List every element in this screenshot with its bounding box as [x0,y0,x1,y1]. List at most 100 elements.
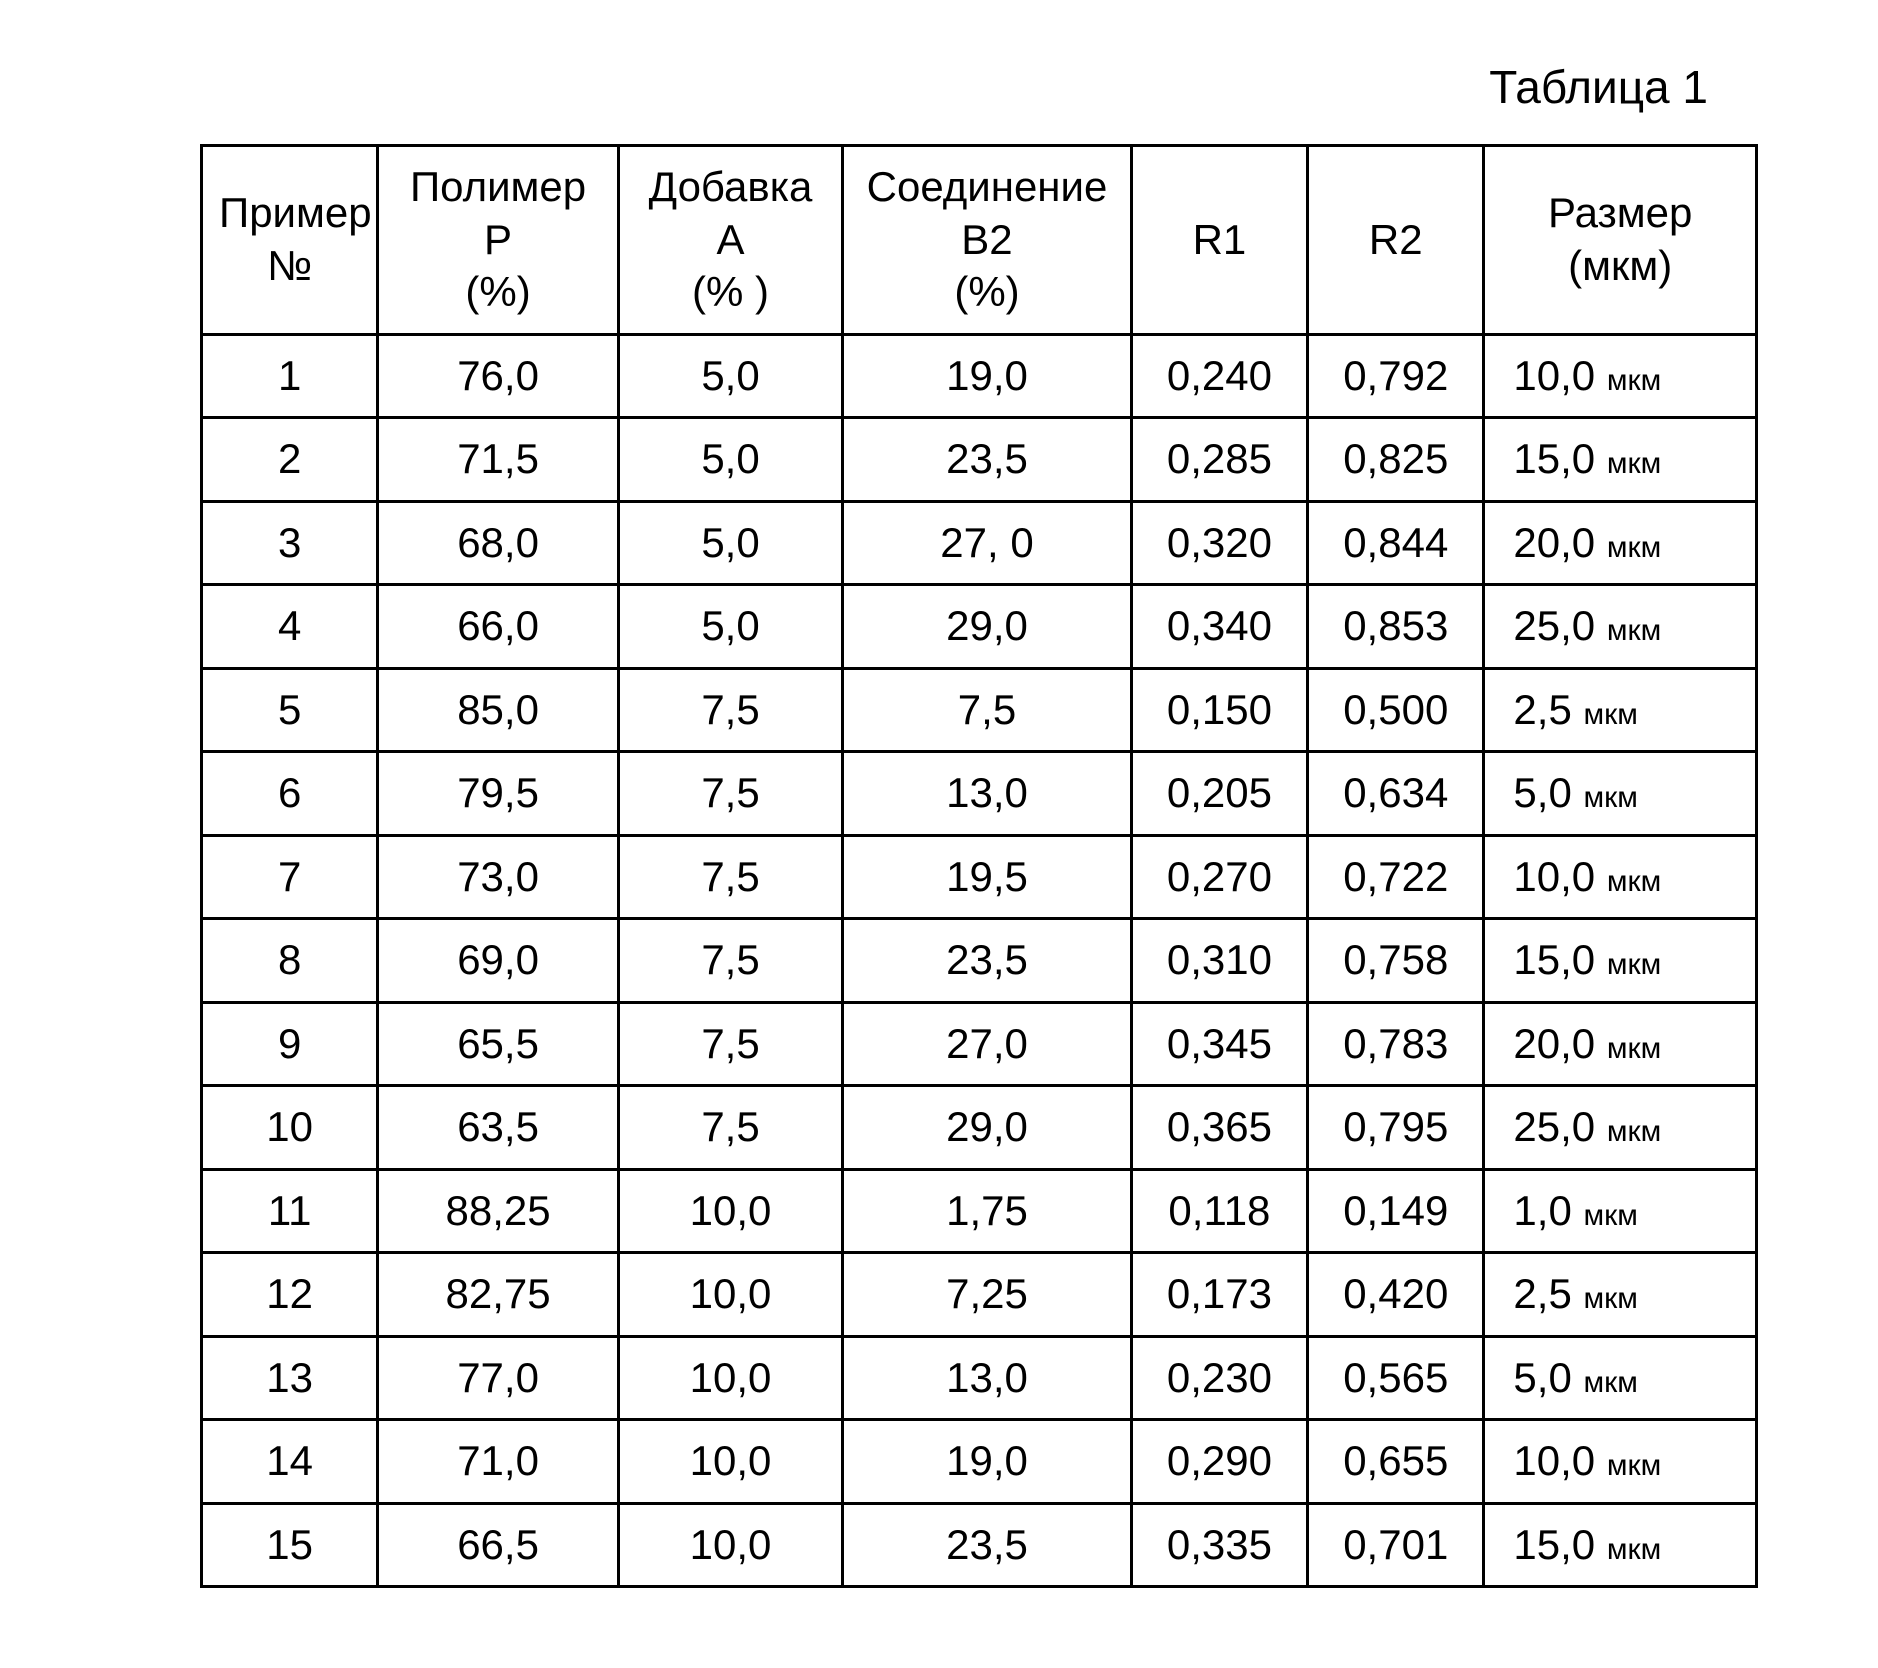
cell-r2: 0,844 [1308,501,1484,585]
cell-additive: 7,5 [618,668,842,752]
cell-additive: 7,5 [618,1002,842,1086]
size-value: 5,0 [1513,1354,1571,1401]
cell-example: 3 [202,501,378,585]
cell-polymer: 71,5 [378,418,618,502]
cell-size: 5,0 мкм [1484,752,1757,836]
size-unit: мкм [1607,531,1661,564]
cell-r2: 0,565 [1308,1336,1484,1420]
cell-r2: 0,825 [1308,418,1484,502]
cell-polymer: 85,0 [378,668,618,752]
size-value: 15,0 [1513,936,1595,983]
size-value: 10,0 [1513,1437,1595,1484]
cell-r1: 0,290 [1131,1420,1307,1504]
cell-example: 14 [202,1420,378,1504]
table-row: 585,07,57,50,1500,5002,5 мкм [202,668,1757,752]
table-body: 176,05,019,00,2400,79210,0 мкм271,55,023… [202,334,1757,1587]
size-unit: мкм [1583,1282,1637,1315]
cell-size: 10,0 мкм [1484,1420,1757,1504]
table-header-row: Пример№ Полимер P(%) Добавка A(% ) Соеди… [202,146,1757,335]
cell-example: 1 [202,334,378,418]
cell-polymer: 71,0 [378,1420,618,1504]
table-row: 271,55,023,50,2850,82515,0 мкм [202,418,1757,502]
cell-compound: 27, 0 [843,501,1132,585]
cell-compound: 7,5 [843,668,1132,752]
cell-compound: 23,5 [843,1503,1132,1587]
cell-size: 25,0 мкм [1484,585,1757,669]
cell-r1: 0,340 [1131,585,1307,669]
table-row: 1377,010,013,00,2300,5655,0 мкм [202,1336,1757,1420]
size-value: 25,0 [1513,602,1595,649]
size-value: 1,0 [1513,1187,1571,1234]
page: Таблица 1 Пример№ Полимер P(%) Добавка A… [0,0,1878,1668]
cell-r2: 0,655 [1308,1420,1484,1504]
cell-example: 7 [202,835,378,919]
size-unit: мкм [1607,364,1661,397]
cell-r2: 0,722 [1308,835,1484,919]
table-row: 679,57,513,00,2050,6345,0 мкм [202,752,1757,836]
cell-r1: 0,285 [1131,418,1307,502]
size-value: 25,0 [1513,1103,1595,1150]
cell-r1: 0,310 [1131,919,1307,1003]
cell-r1: 0,230 [1131,1336,1307,1420]
cell-r1: 0,150 [1131,668,1307,752]
col-header-example: Пример№ [202,146,378,335]
cell-compound: 13,0 [843,752,1132,836]
size-unit: мкм [1583,698,1637,731]
cell-r1: 0,320 [1131,501,1307,585]
cell-r2: 0,795 [1308,1086,1484,1170]
col-header-additive: Добавка A(% ) [618,146,842,335]
cell-r1: 0,173 [1131,1253,1307,1337]
cell-polymer: 82,75 [378,1253,618,1337]
size-unit: мкм [1607,1449,1661,1482]
size-value: 15,0 [1513,1521,1595,1568]
size-unit: мкм [1607,614,1661,647]
cell-r2: 0,758 [1308,919,1484,1003]
cell-size: 2,5 мкм [1484,1253,1757,1337]
table-head: Пример№ Полимер P(%) Добавка A(% ) Соеди… [202,146,1757,335]
cell-compound: 27,0 [843,1002,1132,1086]
table-row: 176,05,019,00,2400,79210,0 мкм [202,334,1757,418]
cell-example: 12 [202,1253,378,1337]
size-value: 10,0 [1513,352,1595,399]
size-value: 2,5 [1513,686,1571,733]
size-unit: мкм [1583,1366,1637,1399]
cell-size: 15,0 мкм [1484,919,1757,1003]
cell-compound: 7,25 [843,1253,1132,1337]
table-row: 1471,010,019,00,2900,65510,0 мкм [202,1420,1757,1504]
cell-size: 15,0 мкм [1484,1503,1757,1587]
cell-polymer: 73,0 [378,835,618,919]
size-unit: мкм [1607,865,1661,898]
cell-size: 5,0 мкм [1484,1336,1757,1420]
size-unit: мкм [1607,1533,1661,1566]
table-row: 1188,2510,01,750,1180,1491,0 мкм [202,1169,1757,1253]
cell-compound: 19,0 [843,1420,1132,1504]
cell-size: 20,0 мкм [1484,501,1757,585]
cell-r2: 0,701 [1308,1503,1484,1587]
size-unit: мкм [1607,447,1661,480]
cell-additive: 7,5 [618,919,842,1003]
cell-additive: 7,5 [618,835,842,919]
cell-compound: 19,5 [843,835,1132,919]
size-unit: мкм [1607,1115,1661,1148]
cell-example: 13 [202,1336,378,1420]
cell-polymer: 69,0 [378,919,618,1003]
cell-additive: 7,5 [618,752,842,836]
cell-polymer: 68,0 [378,501,618,585]
cell-additive: 7,5 [618,1086,842,1170]
cell-example: 11 [202,1169,378,1253]
col-header-compound: СоединениеB2(%) [843,146,1132,335]
cell-polymer: 65,5 [378,1002,618,1086]
size-value: 20,0 [1513,1020,1595,1067]
cell-compound: 23,5 [843,919,1132,1003]
cell-example: 6 [202,752,378,836]
cell-size: 25,0 мкм [1484,1086,1757,1170]
size-unit: мкм [1583,1199,1637,1232]
cell-r1: 0,118 [1131,1169,1307,1253]
cell-size: 2,5 мкм [1484,668,1757,752]
size-value: 10,0 [1513,853,1595,900]
cell-compound: 23,5 [843,418,1132,502]
table-caption: Таблица 1 [200,60,1708,114]
cell-polymer: 79,5 [378,752,618,836]
cell-additive: 10,0 [618,1420,842,1504]
cell-compound: 29,0 [843,1086,1132,1170]
